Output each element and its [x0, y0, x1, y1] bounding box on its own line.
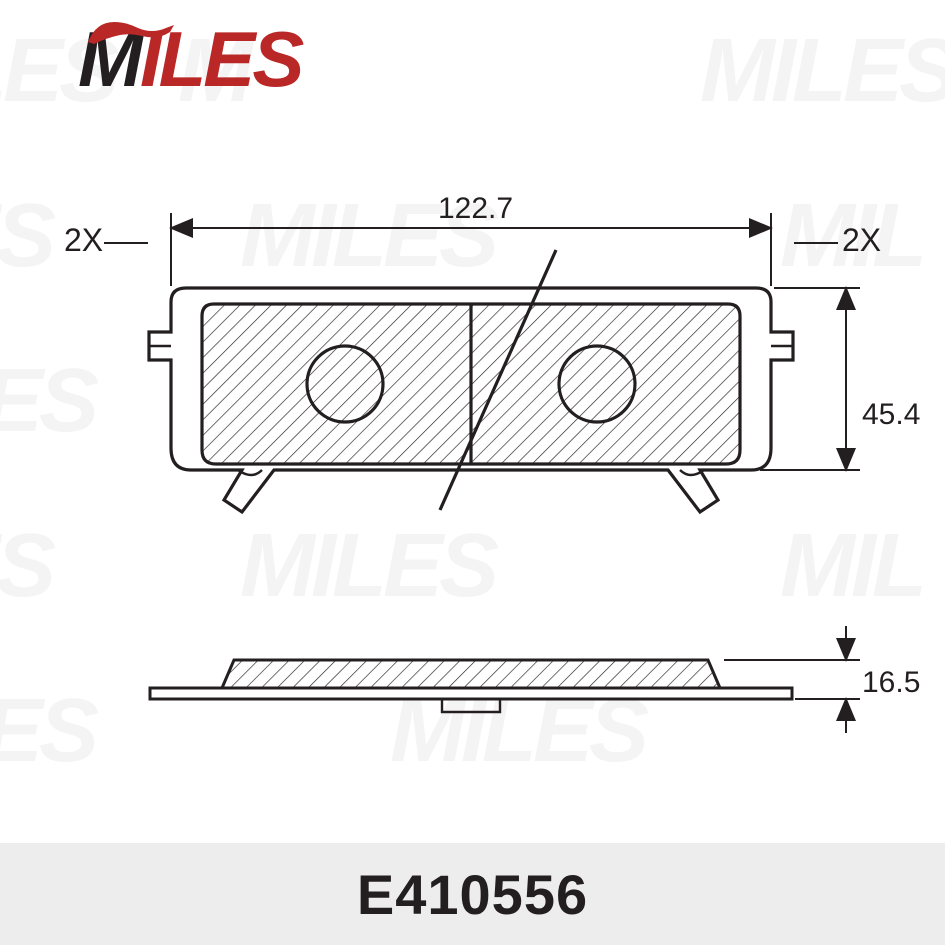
part-number: E410556: [357, 862, 588, 927]
brake-pad-front-view: [149, 250, 793, 512]
dim-height: [760, 288, 860, 470]
technical-drawing: [0, 0, 945, 945]
part-number-bar: E410556: [0, 843, 945, 945]
brake-pad-side-view: [150, 660, 792, 712]
dim-thickness: [724, 626, 860, 733]
dim-width: [171, 213, 771, 286]
